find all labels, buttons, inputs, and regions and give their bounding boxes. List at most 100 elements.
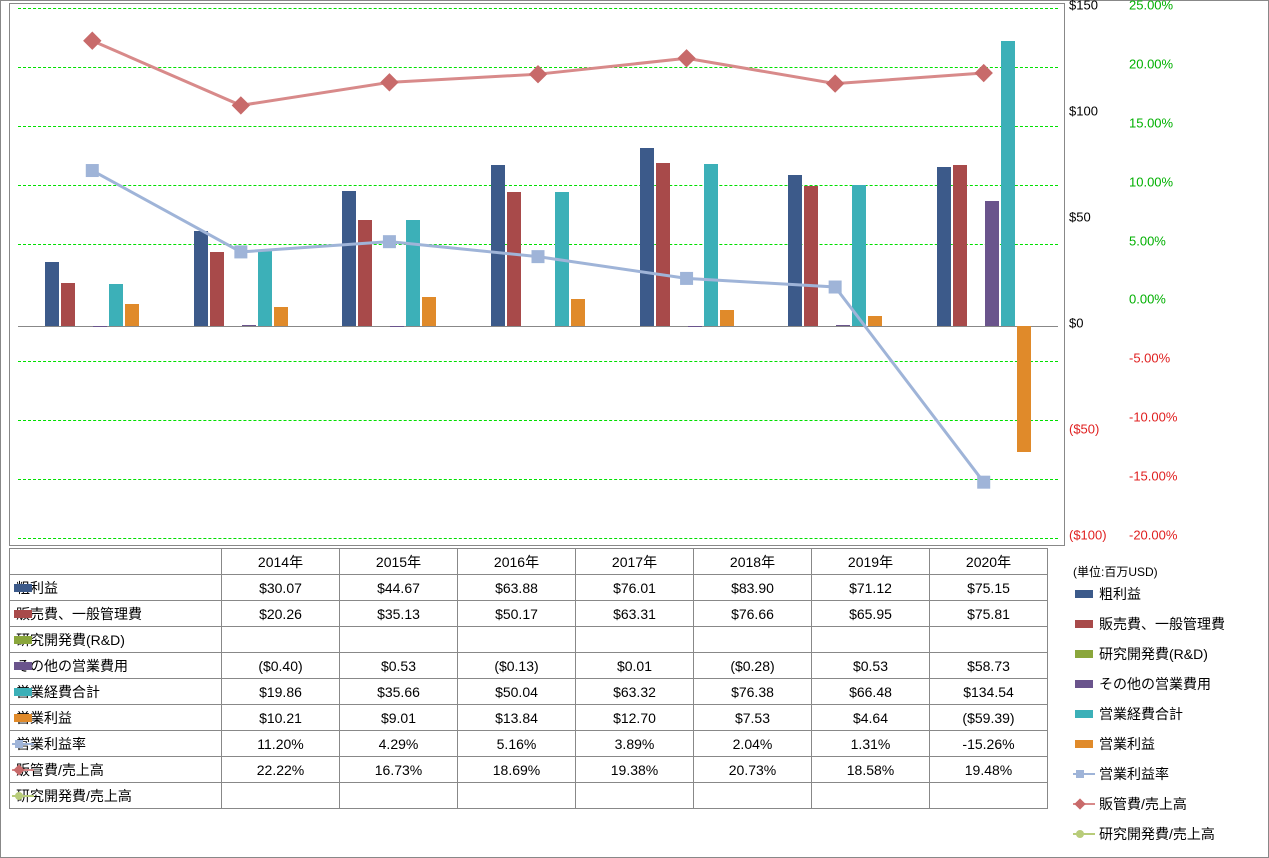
bar-gross_profit [788,175,802,326]
year-header: 2015年 [340,549,458,575]
table-cell [930,783,1048,809]
legend-marker-icon [1074,798,1085,809]
y1-tick-label: $150 [1069,0,1098,13]
bar-gross_profit [937,167,951,326]
table-cell: 4.29% [340,731,458,757]
table-cell: $13.84 [458,705,576,731]
table-row: 粗利益$30.07$44.67$63.88$76.01$83.90$71.12$… [10,575,1048,601]
table-cell: 18.69% [458,757,576,783]
bar-gross_profit [194,231,208,326]
legend-swatch-icon [14,662,32,670]
bar-other [836,325,850,326]
table-cell: $0.53 [812,653,930,679]
year-header: 2017年 [576,549,694,575]
year-header: 2016年 [458,549,576,575]
table-cell: ($59.39) [930,705,1048,731]
table-row: その他の営業費用($0.40)$0.53($0.13)$0.01($0.28)$… [10,653,1048,679]
table-cell [458,783,576,809]
bar-gross_profit [342,191,356,326]
legend-label: 営業経費合計 [1099,706,1183,722]
y1-tick-label: $0 [1069,316,1083,331]
table-cell: $35.66 [340,679,458,705]
row-header: 研究開発費/売上高 [10,783,222,809]
table-cell [340,627,458,653]
y2-tick-label: 25.00% [1129,0,1173,13]
table-cell [694,627,812,653]
year-column [464,8,613,538]
table-cell: 11.20% [222,731,340,757]
table-cell: $35.13 [340,601,458,627]
bar-sga [804,186,818,326]
bar-opex_total [406,220,420,326]
table-cell: 3.89% [576,731,694,757]
legend-swatch-icon [1075,620,1093,628]
legend-label: その他の営業費用 [1099,676,1211,692]
table-cell: $7.53 [694,705,812,731]
table-cell: 22.22% [222,757,340,783]
year-header: 2014年 [222,549,340,575]
bar-opex_total [555,192,569,326]
bar-opex_total [852,185,866,326]
row-label: 研究開発費(R&D) [16,632,125,648]
legend-label: 研究開発費(R&D) [1099,646,1208,662]
year-header: 2020年 [930,549,1048,575]
legend-item: 営業利益 [1071,729,1225,759]
table-cell [458,627,576,653]
unit-label: (単位:百万USD) [1073,563,1158,580]
row-header: 販管費/売上高 [10,757,222,783]
legend-label: 粗利益 [1099,586,1141,602]
year-column [909,8,1058,538]
legend-swatch-icon [14,636,32,644]
legend-item: 粗利益 [1071,579,1225,609]
table-cell: $50.17 [458,601,576,627]
data-table: 2014年2015年2016年2017年2018年2019年2020年粗利益$3… [9,548,1048,809]
table-row: 営業利益$10.21$9.01$13.84$12.70$7.53$4.64($5… [10,705,1048,731]
y-axis-left: $150$100$50$0($50)($100) [1069,1,1125,549]
table-cell: 20.73% [694,757,812,783]
legend-item: 営業経費合計 [1071,699,1225,729]
table-cell: $134.54 [930,679,1048,705]
bar-gross_profit [45,262,59,326]
table-cell: $75.81 [930,601,1048,627]
y2-tick-label: 20.00% [1129,56,1173,71]
table-cell: ($0.40) [222,653,340,679]
row-label: 販売費、一般管理費 [16,606,142,622]
legend: 粗利益販売費、一般管理費研究開発費(R&D) その他の営業費用営業経費合計営業利益… [1071,579,1225,849]
y1-tick-label: $100 [1069,104,1098,119]
bar-op_income [720,310,734,326]
table-cell: $12.70 [576,705,694,731]
chart-plot [18,8,1058,538]
table-cell [222,627,340,653]
y2-tick-label: -20.00% [1129,528,1177,543]
table-cell: $83.90 [694,575,812,601]
y1-tick-label: ($100) [1069,528,1107,543]
legend-swatch-icon [14,688,32,696]
legend-label: 営業利益 [1099,736,1155,752]
bar-op_income [422,297,436,326]
y1-tick-label: ($50) [1069,422,1099,437]
legend-swatch-icon [1075,650,1093,658]
legend-swatch-icon [14,610,32,618]
bar-sga [656,163,670,326]
table-cell [576,783,694,809]
table-cell: $50.04 [458,679,576,705]
table-cell: -15.26% [930,731,1048,757]
row-header: 営業利益率 [10,731,222,757]
year-column [18,8,167,538]
year-column [761,8,910,538]
bar-group-holder [18,8,1058,538]
bar-op_income [571,299,585,326]
table-row: 販売費、一般管理費$20.26$35.13$50.17$63.31$76.66$… [10,601,1048,627]
row-header: 販売費、一般管理費 [10,601,222,627]
legend-item: 販売費、一般管理費 [1071,609,1225,639]
table-cell: $65.95 [812,601,930,627]
table-cell: $0.53 [340,653,458,679]
y2-tick-label: -10.00% [1129,410,1177,425]
chart-container: $150$100$50$0($50)($100) 25.00%20.00%15.… [0,0,1269,858]
table-cell: 2.04% [694,731,812,757]
table-cell: $58.73 [930,653,1048,679]
y-axis-right: 25.00%20.00%15.00%10.00%5.00%0.00%-5.00%… [1129,1,1209,549]
table-cell: $63.32 [576,679,694,705]
table-cell: $0.01 [576,653,694,679]
table-row: 販管費/売上高22.22%16.73%18.69%19.38%20.73%18.… [10,757,1048,783]
